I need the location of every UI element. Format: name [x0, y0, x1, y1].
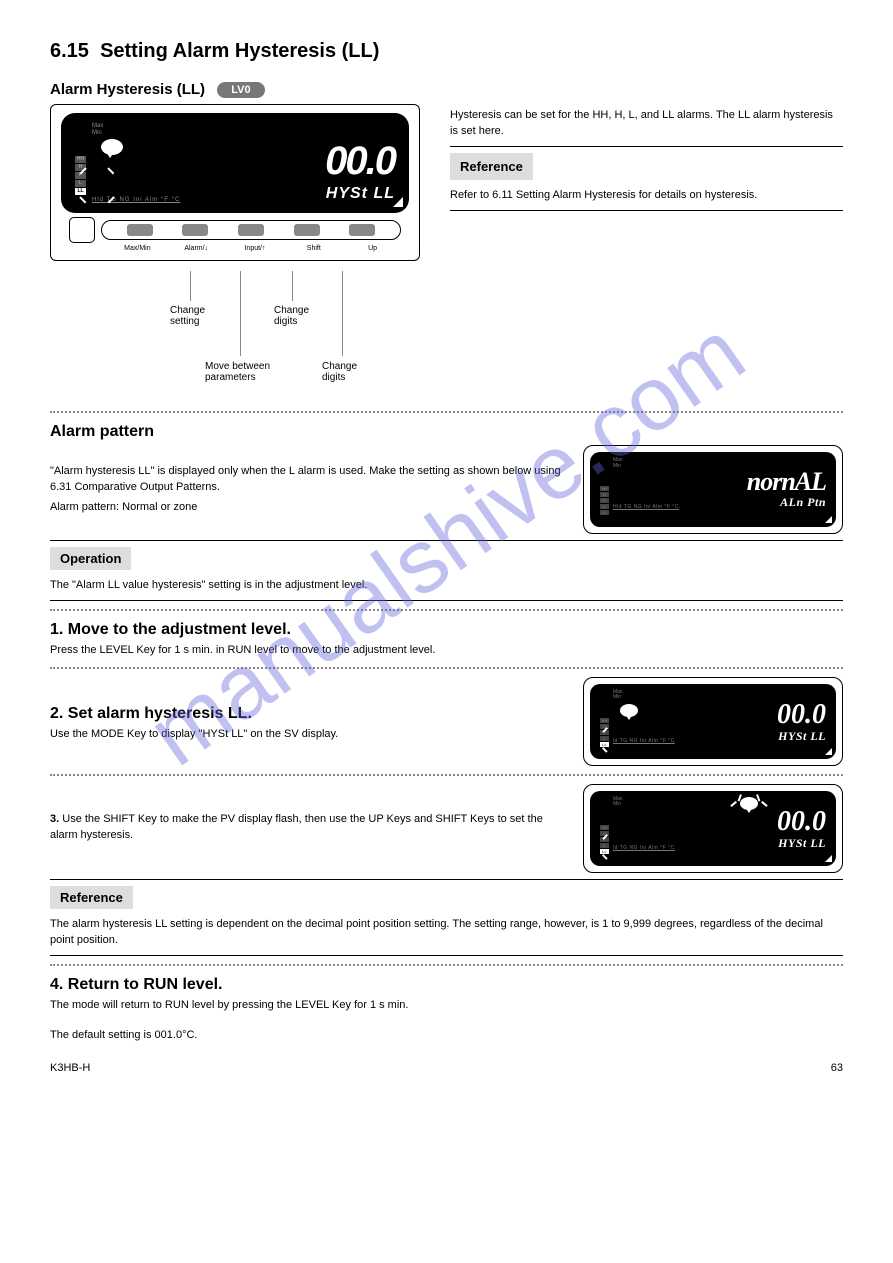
device-main-value: 00.0 — [92, 141, 395, 181]
display-normal-small: ALn Ptn — [679, 495, 826, 510]
pointer-change-digits: Changedigits — [322, 361, 357, 383]
pointer-move-parameters: Move betweenparameters — [205, 361, 270, 383]
display-normal: HHHPLLL MaxMin nornAL Hld TG NG Ini Alm … — [583, 445, 843, 534]
side-block-h: H — [75, 164, 86, 171]
maxmin-button[interactable] — [127, 224, 153, 236]
display-hyst-1: HHHPLLL MaxMin 00.0 ld TG NG Ini Alm °F … — [583, 677, 843, 766]
level-button[interactable] — [69, 217, 95, 243]
details-text-1: "Alarm hysteresis LL" is displayed only … — [50, 464, 563, 496]
callout-bubble-3 — [740, 797, 758, 810]
display-normal-big: nornAL — [613, 469, 826, 495]
page-footer: K3HB-H 63 — [0, 1062, 893, 1074]
callout-bubble — [101, 139, 123, 155]
details-setting-1: Alarm pattern: Normal or zone — [50, 500, 563, 516]
display-hyst-2: HHHPLLL MaxMin 00.0 ld TG NG Ini Alm °F … — [583, 784, 843, 873]
explain-p2: Refer to 6.11 Setting Alarm Hysteresis f… — [450, 188, 843, 204]
default-note: The default setting is 001.0°C. — [50, 1028, 843, 1044]
display-b-big: 00.0 — [613, 701, 826, 729]
display-c-big: 00.0 — [613, 808, 826, 836]
footer-left: K3HB-H — [50, 1062, 90, 1074]
explain-p1: Hysteresis can be set for the HH, H, L, … — [450, 108, 843, 140]
corner-triangle-icon — [393, 197, 403, 207]
section-heading: 6.15 Setting Alarm Hysteresis (LL) — [50, 40, 843, 63]
sub-heading-text: Alarm Hysteresis (LL) — [50, 81, 205, 98]
step2-text: Use the MODE Key to display "HYSt LL" on… — [50, 727, 563, 743]
step4-heading: 4. Return to RUN level. — [50, 976, 843, 994]
device-sv-value: HYSt LL — [180, 185, 395, 203]
side-block-l: L — [75, 180, 86, 187]
side-block-hh: HH — [75, 156, 86, 163]
reference-label-2: Reference — [50, 886, 133, 909]
side-indicators: HH H P L LL — [75, 123, 86, 203]
step1-text: Press the LEVEL Key for 1 s min. in RUN … — [50, 643, 843, 659]
callout-bubble-2 — [620, 704, 638, 717]
up-button[interactable] — [349, 224, 375, 236]
alarm-button[interactable] — [182, 224, 208, 236]
pointer-change-setting: Changesetting — [170, 305, 205, 327]
sub-heading: Alarm Hysteresis (LL) LV0 — [50, 81, 843, 98]
section-number: 6.15 — [50, 40, 89, 62]
level-badge: LV0 — [217, 82, 264, 98]
step3-text: 3. Use the SHIFT Key to make the PV disp… — [50, 812, 563, 844]
step4-text: The mode will return to RUN level by pre… — [50, 998, 843, 1014]
step2-heading: 2. Set alarm hysteresis LL. — [50, 705, 563, 723]
button-row — [61, 213, 409, 245]
device-diagram: HH H P L LL Max Min 00.0 Hld TG NG Ini A… — [50, 104, 420, 391]
side-block-ll: LL — [75, 188, 86, 195]
device-status-row: Hld TG NG Ini Alm °F °C — [92, 197, 180, 203]
pointer-diagram: Changesetting Move betweenparameters Cha… — [60, 271, 420, 391]
pointer-change-digits2: Changedigits — [274, 305, 309, 327]
reference-text-2: The alarm hysteresis LL setting is depen… — [50, 917, 843, 949]
input-button[interactable] — [238, 224, 264, 236]
details-heading-1: Alarm pattern — [50, 423, 843, 441]
section-title-text: Setting Alarm Hysteresis (LL) — [100, 40, 379, 62]
button-labels: Max/Min Alarm/↓ Input/↑ Shift Up — [61, 245, 409, 252]
reference-label-1: Reference — [450, 153, 533, 181]
operation-text: The "Alarm LL value hysteresis" setting … — [50, 578, 843, 594]
footer-right: 63 — [831, 1062, 843, 1074]
shift-button[interactable] — [294, 224, 320, 236]
side-block-p: P — [75, 172, 86, 179]
step1-heading: 1. Move to the adjustment level. — [50, 621, 843, 639]
device-top-labels: Max Min — [92, 123, 395, 136]
button-pill — [101, 220, 401, 240]
operation-label: Operation — [50, 547, 131, 570]
